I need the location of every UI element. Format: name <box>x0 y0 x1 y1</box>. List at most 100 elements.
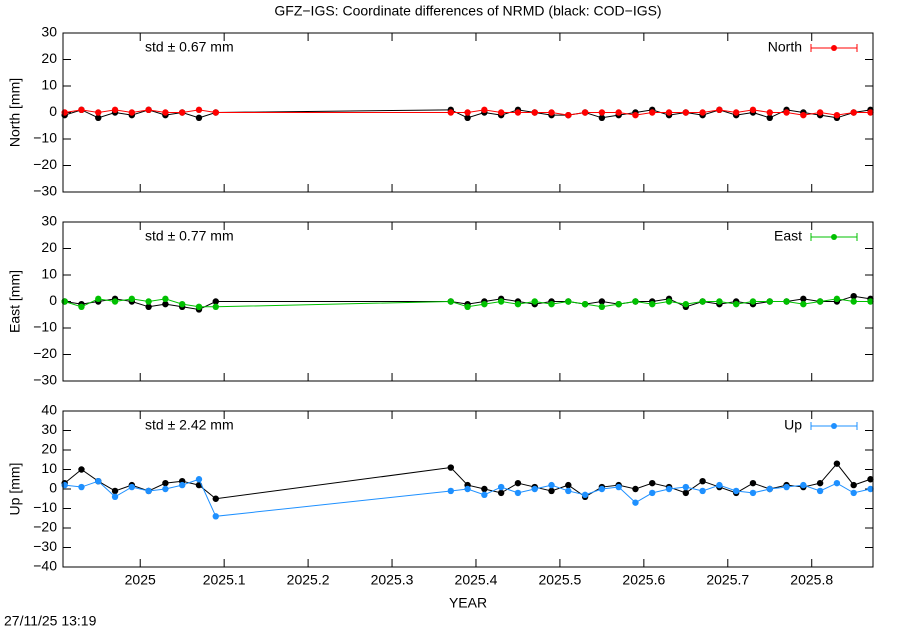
data-point <box>78 303 85 310</box>
data-point <box>514 479 522 487</box>
y-tick-label: −30 <box>33 538 57 554</box>
data-point <box>800 300 807 308</box>
data-point <box>850 481 857 489</box>
data-point <box>195 106 203 114</box>
data-point <box>514 489 522 497</box>
y-tick-label: 20 <box>41 50 57 66</box>
data-point <box>783 109 790 116</box>
data-point <box>195 303 203 310</box>
data-point <box>749 298 757 305</box>
data-point <box>665 109 673 116</box>
legend-marker <box>831 423 837 429</box>
y-tick-label: 40 <box>41 402 57 418</box>
data-point <box>867 298 874 305</box>
data-point <box>78 483 85 491</box>
data-point <box>615 483 622 491</box>
data-point <box>649 489 656 497</box>
data-point <box>464 109 471 116</box>
data-point <box>128 109 136 116</box>
data-point <box>531 298 538 305</box>
data-point <box>716 481 723 489</box>
data-point <box>598 485 606 493</box>
x-tick-label: 2025.3 <box>371 572 414 588</box>
data-point <box>649 479 656 487</box>
plot-frame <box>62 410 874 568</box>
data-point <box>548 487 555 495</box>
data-point <box>649 109 656 116</box>
data-point <box>497 489 505 497</box>
data-point <box>548 109 555 116</box>
std-annotation: std ± 0.67 mm <box>145 39 234 55</box>
y-tick-label: 10 <box>41 266 57 282</box>
data-point <box>598 298 606 305</box>
y-axis-label: North [mm] <box>7 78 23 147</box>
data-point <box>145 303 152 310</box>
y-axis-label: East [mm] <box>7 270 23 333</box>
y-tick-label: 30 <box>41 213 57 229</box>
y-tick-label: 10 <box>41 77 57 93</box>
data-point <box>447 464 454 471</box>
data-point <box>212 495 219 502</box>
data-point <box>716 298 723 305</box>
std-annotation: std ± 2.42 mm <box>145 417 234 433</box>
data-point <box>162 300 169 308</box>
legend-label: North <box>768 39 802 55</box>
data-point <box>497 109 505 116</box>
data-point <box>514 300 522 308</box>
y-tick-label: 10 <box>41 460 57 476</box>
data-point <box>749 106 757 114</box>
data-point <box>850 489 857 497</box>
legend-marker <box>831 234 837 240</box>
data-point <box>162 479 169 487</box>
y-tick-label: 20 <box>41 239 57 255</box>
data-point <box>665 485 673 493</box>
data-point <box>615 300 622 308</box>
data-point <box>766 114 773 122</box>
data-point <box>145 106 152 114</box>
data-point <box>699 298 706 305</box>
data-point <box>481 106 488 114</box>
data-point <box>800 111 807 119</box>
data-point <box>632 485 639 493</box>
y-tick-label: −20 <box>33 519 57 535</box>
data-point <box>598 303 606 310</box>
data-point <box>632 499 639 506</box>
data-point <box>833 111 841 119</box>
data-point <box>162 109 169 116</box>
y-tick-label: −10 <box>33 319 57 335</box>
data-point <box>816 109 824 116</box>
data-point <box>816 479 824 487</box>
data-point <box>128 483 136 491</box>
data-point <box>783 483 790 491</box>
data-point <box>867 109 874 116</box>
y-axis-label: Up [mm] <box>7 463 23 516</box>
data-point <box>833 460 841 467</box>
data-point <box>732 109 740 116</box>
data-point <box>531 485 538 493</box>
data-point <box>732 487 740 495</box>
data-point <box>649 300 656 308</box>
data-point <box>78 106 85 114</box>
data-point <box>447 298 454 305</box>
y-tick-label: −20 <box>33 345 57 361</box>
data-point <box>111 493 119 500</box>
data-point <box>464 114 471 122</box>
data-point <box>850 109 857 116</box>
data-point <box>850 298 857 305</box>
std-annotation: std ± 0.77 mm <box>145 228 234 244</box>
data-point <box>833 479 841 487</box>
data-point <box>682 300 690 308</box>
data-point <box>665 298 673 305</box>
data-point <box>212 298 219 305</box>
data-point <box>732 300 740 308</box>
y-tick-label: −40 <box>33 558 57 574</box>
data-point <box>699 109 706 116</box>
data-point <box>128 295 136 303</box>
y-tick-label: 30 <box>41 421 57 437</box>
x-axis-label: YEAR <box>449 595 487 611</box>
plot-frame <box>62 32 874 193</box>
data-point <box>682 483 690 491</box>
plot-frame <box>62 221 874 382</box>
